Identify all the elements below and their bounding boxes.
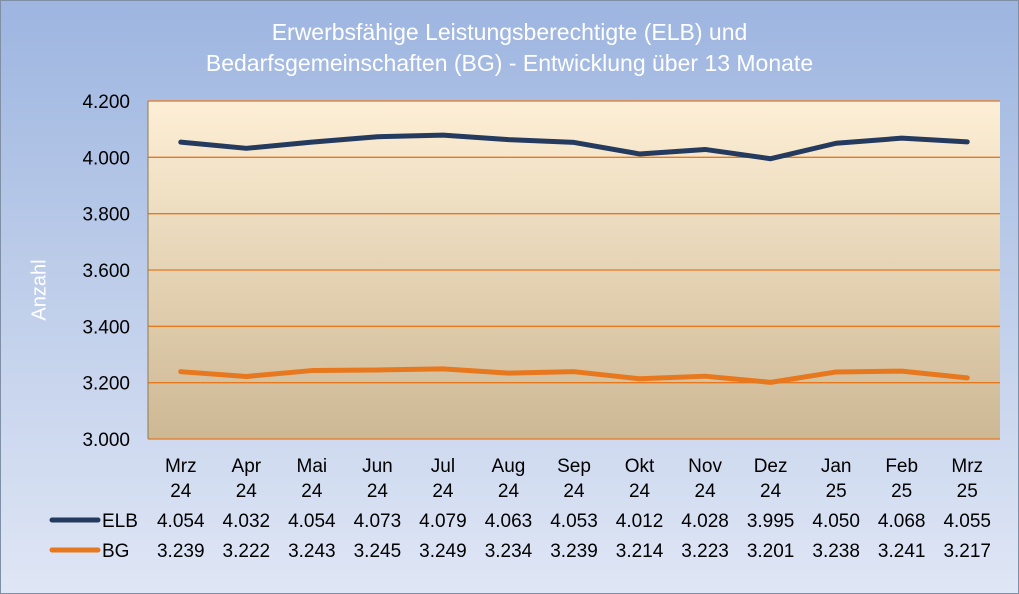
- y-tick-label: 3.200: [82, 374, 130, 395]
- chart-title-line-2: Bedarfsgemeinschaften (BG) - Entwicklung…: [205, 50, 814, 76]
- data-label: 3.223: [681, 541, 729, 562]
- data-label: 4.032: [223, 511, 271, 532]
- data-table: ELB 4.054 4.032 4.054 4.073 4.079 4.063 4.053 4.…: [49, 511, 991, 562]
- category-label-year: 24: [432, 481, 454, 502]
- category-label-month: Jan: [821, 456, 852, 477]
- data-label: 4.054: [157, 511, 205, 532]
- category-label-month: Aug: [492, 456, 526, 477]
- category-label-year: 25: [826, 481, 847, 502]
- data-label: 4.073: [354, 511, 402, 532]
- y-tick-label: 3.800: [82, 205, 130, 226]
- y-tick-label: 4.200: [82, 92, 130, 113]
- category-label-month: Sep: [557, 456, 591, 477]
- category-label-month: Okt: [625, 456, 655, 477]
- chart-title-line-1: Erwerbsfähige Leistungsberechtigte (ELB)…: [271, 19, 748, 45]
- category-label-year: 24: [695, 481, 717, 502]
- data-label: 4.068: [878, 511, 926, 532]
- data-label: 4.054: [288, 511, 336, 532]
- data-label: 3.201: [747, 541, 795, 562]
- chart-title: Erwerbsfähige Leistungsberechtigte (ELB)…: [0, 17, 1019, 79]
- category-label-month: Jul: [431, 456, 455, 477]
- gridlines: [147, 100, 1000, 440]
- category-label-year: 24: [236, 481, 258, 502]
- y-tick-label: 3.600: [82, 261, 130, 282]
- category-label-month: Jun: [362, 456, 393, 477]
- category-label-month: Apr: [232, 456, 262, 477]
- y-tick-label: 3.400: [82, 317, 130, 338]
- data-label: 3.249: [419, 541, 467, 562]
- y-tick-label: 3.000: [82, 430, 130, 451]
- data-label: 3.239: [550, 541, 598, 562]
- series-line-elb: [178, 132, 970, 162]
- category-label-year: 25: [891, 481, 912, 502]
- category-label-year: 24: [498, 481, 520, 502]
- data-label: 3.995: [747, 511, 795, 532]
- x-axis-categories: Mrz 24 Apr 24 Mai 24 Jun 24 Jul 24 Aug 24 Sep 24 Okt 24…: [165, 456, 983, 502]
- data-label: 3.245: [354, 541, 402, 562]
- category-label-month: Mrz: [165, 456, 197, 477]
- data-label: 3.243: [288, 541, 336, 562]
- data-label: 4.053: [550, 511, 598, 532]
- series-lines: [178, 132, 970, 385]
- data-label: 4.063: [485, 511, 533, 532]
- data-label: 4.028: [681, 511, 729, 532]
- data-label: 3.238: [812, 541, 860, 562]
- legend-label-elb: ELB: [102, 511, 138, 532]
- data-label: 3.214: [616, 541, 664, 562]
- category-label-year: 24: [301, 481, 323, 502]
- category-label-year: 24: [760, 481, 782, 502]
- series-line-bg: [178, 366, 970, 385]
- data-label: 3.239: [157, 541, 205, 562]
- data-label: 3.222: [223, 541, 271, 562]
- category-label-year: 24: [563, 481, 585, 502]
- data-label: 4.055: [943, 511, 991, 532]
- category-label-month: Feb: [885, 456, 918, 477]
- category-label-year: 24: [629, 481, 651, 502]
- category-label-month: Dez: [754, 456, 788, 477]
- data-label: 3.234: [485, 541, 533, 562]
- data-label: 3.217: [943, 541, 991, 562]
- category-label-year: 24: [170, 481, 192, 502]
- data-label: 4.050: [812, 511, 860, 532]
- y-tick-label: 4.000: [82, 148, 130, 169]
- category-label-month: Nov: [688, 456, 722, 477]
- data-label: 3.241: [878, 541, 926, 562]
- data-label: 4.079: [419, 511, 467, 532]
- category-label-month: Mai: [297, 456, 328, 477]
- category-label-month: Mrz: [951, 456, 983, 477]
- y-axis-ticks: 3.000 3.200 3.400 3.600 3.800 4.000 4.200: [82, 92, 130, 451]
- category-label-year: 25: [957, 481, 978, 502]
- data-label: 4.012: [616, 511, 664, 532]
- legend-label-bg: BG: [102, 541, 129, 562]
- category-label-year: 24: [367, 481, 389, 502]
